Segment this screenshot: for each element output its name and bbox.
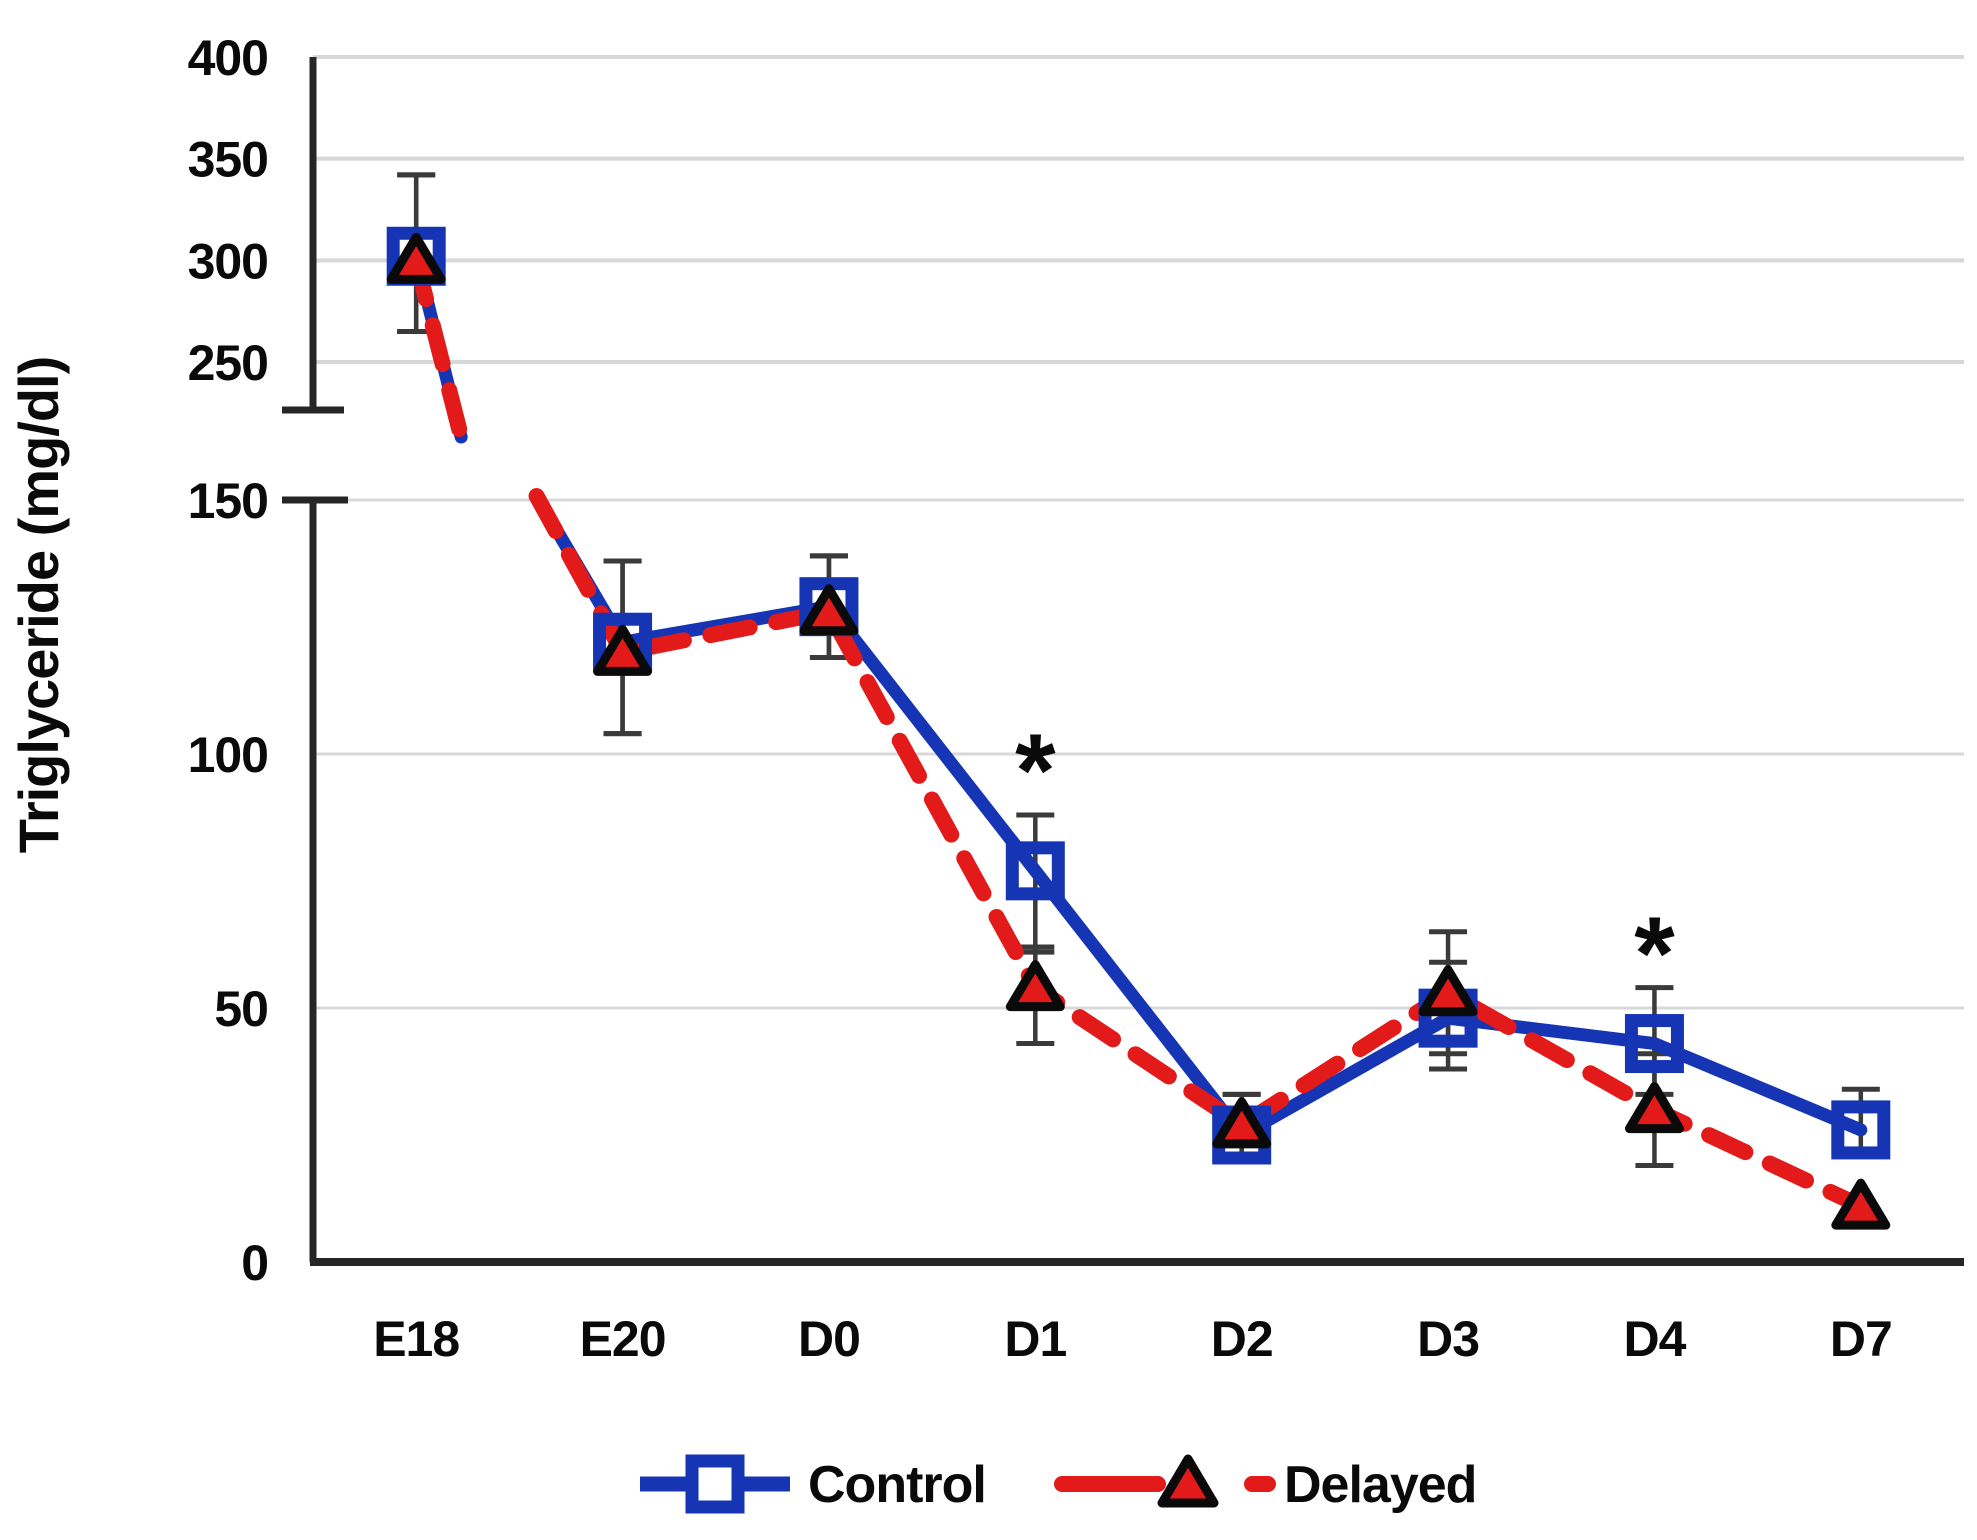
y-tick-label-50: 50 (214, 981, 268, 1037)
series-line-control-lower (530, 489, 1868, 1142)
y-tick-label-350: 350 (188, 132, 268, 188)
y-tick-label-400: 400 (188, 30, 268, 86)
marker-delayed-triangle-D2 (1212, 1097, 1272, 1149)
marker-delayed-triangle-D0 (799, 584, 859, 636)
y-tick-label-100: 100 (188, 727, 268, 783)
legend-control-square-marker (685, 1454, 745, 1514)
series-line-delayed-lower (528, 488, 1869, 1215)
x-category-label-D1: D1 (1004, 1311, 1066, 1367)
y-tick-label-300: 300 (188, 233, 268, 289)
marker-delayed-triangle-E20 (593, 624, 653, 676)
x-category-label-D0: D0 (798, 1311, 860, 1367)
y-tick-label-0: 0 (241, 1235, 268, 1291)
x-category-label-D3: D3 (1417, 1311, 1479, 1367)
marker-control-square-D4 (1624, 1014, 1684, 1074)
significance-asterisk-D4: * (1634, 896, 1675, 1012)
x-category-label-E20: E20 (580, 1311, 666, 1367)
marker-delayed-triangle-D4 (1624, 1082, 1684, 1134)
y-tick-label-150: 150 (188, 473, 268, 529)
marker-control-square-D7 (1831, 1100, 1891, 1160)
marker-delayed-triangle-E18 (386, 232, 446, 284)
marker-delayed-triangle-D1 (1005, 960, 1065, 1012)
legend-control-label: Control (808, 1456, 986, 1514)
y-axis-title: Triglyceride (mg/dl) (7, 357, 70, 854)
x-category-label-E18: E18 (373, 1311, 459, 1367)
series-line-delayed-upper (408, 252, 470, 445)
marker-control-square-D1 (1005, 841, 1065, 901)
significance-asterisk-D1: * (1015, 713, 1056, 829)
x-category-label-D7: D7 (1830, 1311, 1892, 1367)
legend: Control Delayed (640, 1454, 1477, 1514)
y-tick-label-250: 250 (188, 335, 268, 391)
x-category-label-D2: D2 (1211, 1311, 1273, 1367)
legend-delayed-triangle-marker (1157, 1454, 1219, 1508)
marker-delayed-triangle-D7 (1831, 1178, 1891, 1230)
x-category-label-D4: D4 (1623, 1311, 1686, 1367)
legend-delayed-label: Delayed (1284, 1456, 1476, 1514)
marker-delayed-triangle-D3 (1418, 965, 1478, 1017)
